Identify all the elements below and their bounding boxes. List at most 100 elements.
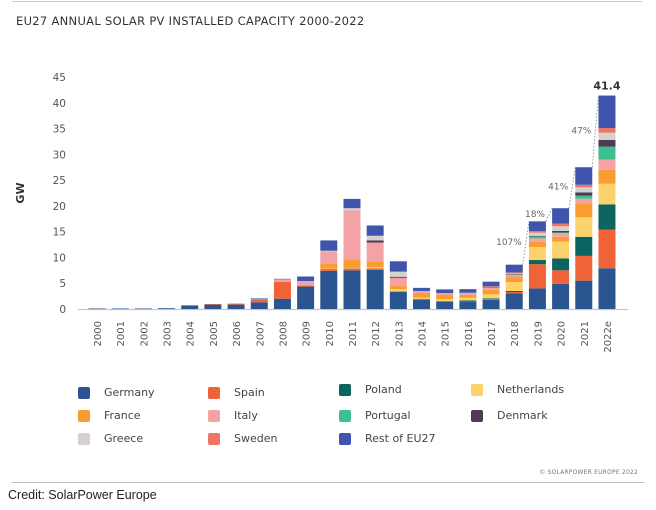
bar-stack bbox=[459, 289, 477, 309]
bar-segment-rest-of-eu27 bbox=[505, 264, 523, 273]
bar-segment-denmark bbox=[575, 192, 593, 196]
legend-swatch bbox=[208, 409, 220, 422]
growth-percent-label: 47% bbox=[571, 126, 591, 136]
x-tick-label: 2001 bbox=[116, 321, 127, 346]
bar-segment-denmark bbox=[528, 235, 546, 237]
bar-segment-netherlands bbox=[343, 268, 361, 269]
bar-stack bbox=[250, 298, 268, 309]
bar-segment-spain bbox=[366, 268, 384, 270]
bar-segment-spain bbox=[297, 286, 315, 287]
bar-segment-sweden bbox=[482, 286, 500, 287]
legend-label: Denmark bbox=[497, 409, 548, 422]
bar-segment-poland bbox=[482, 298, 500, 300]
x-tick-label: 2005 bbox=[209, 321, 220, 346]
bar-stack bbox=[158, 308, 176, 309]
bar-segment-france bbox=[505, 277, 523, 283]
bar-segment-germany bbox=[250, 302, 268, 309]
bar-segment-sweden bbox=[575, 184, 593, 188]
bar-segment-netherlands bbox=[389, 289, 407, 292]
bar-segment-france bbox=[366, 261, 384, 268]
bar-segment-germany bbox=[436, 301, 454, 309]
legend-swatch bbox=[208, 432, 220, 445]
legend-swatch bbox=[339, 432, 351, 445]
bar-segment-france bbox=[436, 294, 454, 300]
bar-stack bbox=[297, 276, 315, 309]
bar-stack bbox=[505, 264, 523, 309]
y-axis: GW 0 5 10 15 20 25 30 35 40 45 bbox=[14, 72, 628, 316]
bar-segment-greece bbox=[366, 235, 384, 241]
bar-stack bbox=[389, 261, 407, 309]
bar-segment-germany bbox=[413, 299, 431, 309]
x-tick-label: 2018 bbox=[510, 321, 521, 346]
bar-segment-spain bbox=[227, 303, 245, 305]
bar-stack bbox=[320, 240, 338, 309]
bar-segment-poland bbox=[505, 290, 523, 292]
bar-segment-greece bbox=[320, 250, 338, 252]
legend-item-poland: Poland bbox=[339, 383, 402, 396]
legend-item-spain: Spain bbox=[208, 386, 265, 399]
credit-text: Credit: SolarPower Europe bbox=[8, 488, 157, 502]
bar-segment-france bbox=[413, 293, 431, 298]
bar-segment-france bbox=[297, 285, 315, 287]
legend-item-netherlands: Netherlands bbox=[471, 383, 564, 396]
bar-stack bbox=[181, 305, 199, 309]
bar-segment-france bbox=[320, 263, 338, 269]
bar-segment-netherlands bbox=[413, 297, 431, 300]
bar-segment-denmark bbox=[598, 139, 616, 147]
legend-label: Italy bbox=[234, 409, 258, 422]
legend-swatch bbox=[78, 432, 90, 445]
x-tick-label: 2017 bbox=[487, 321, 498, 346]
legend-label: Sweden bbox=[234, 432, 278, 445]
bar-segment-netherlands bbox=[552, 241, 570, 259]
bar-stack bbox=[598, 95, 616, 309]
growth-percent-label: 41% bbox=[548, 183, 568, 193]
legend-label: Netherlands bbox=[497, 383, 565, 396]
bar-segment-portugal bbox=[505, 274, 523, 275]
y-axis-label: GW bbox=[14, 182, 27, 203]
bar-segment-portugal bbox=[575, 195, 593, 199]
bar-segment-germany bbox=[389, 291, 407, 309]
bar-segment-rest-of-eu27 bbox=[575, 167, 593, 185]
bar-segment-denmark bbox=[389, 276, 407, 278]
bar-segment-greece bbox=[389, 271, 407, 277]
bar-segment-italy bbox=[366, 242, 384, 262]
y-tick-label: 0 bbox=[59, 304, 66, 316]
bar-segment-spain bbox=[482, 298, 500, 300]
bar-segment-spain bbox=[552, 270, 570, 284]
bar-stack bbox=[134, 308, 152, 310]
bottom-divider bbox=[12, 482, 644, 483]
growth-percent-label: 107% bbox=[496, 238, 522, 248]
bar-segment-netherlands bbox=[436, 299, 454, 302]
bar-segment-poland bbox=[552, 258, 570, 271]
legend-item-denmark: Denmark bbox=[471, 409, 548, 422]
legend-swatch bbox=[471, 383, 483, 396]
growth-connector-line bbox=[591, 95, 599, 168]
legend-swatch bbox=[471, 409, 483, 422]
legend-item-france: France bbox=[78, 409, 141, 422]
bar-segment-france bbox=[389, 286, 407, 290]
x-tick-label: 2009 bbox=[302, 321, 313, 346]
bars bbox=[88, 95, 616, 310]
total-value-label: 41.4 bbox=[593, 80, 620, 93]
bar-segment-poland bbox=[528, 260, 546, 265]
bar-segment-germany bbox=[88, 308, 106, 310]
bar-segment-germany bbox=[181, 305, 199, 309]
bar-stack bbox=[343, 198, 361, 309]
y-tick-label: 15 bbox=[53, 227, 66, 239]
y-tick-label: 25 bbox=[53, 175, 66, 187]
bar-segment-greece bbox=[505, 273, 523, 274]
bar-segment-italy bbox=[598, 159, 616, 170]
legend-label: Rest of EU27 bbox=[365, 432, 436, 445]
bar-segment-spain bbox=[459, 301, 477, 302]
bar-stack bbox=[273, 278, 291, 309]
bar-segment-spain bbox=[505, 291, 523, 294]
bar-segment-germany bbox=[297, 286, 315, 309]
copyright-note: © SOLARPOWER EUROPE 2022 bbox=[539, 469, 638, 476]
bar-segment-germany bbox=[366, 269, 384, 309]
bar-segment-greece bbox=[575, 187, 593, 193]
bar-segment-spain bbox=[598, 229, 616, 269]
bar-segment-netherlands bbox=[505, 282, 523, 291]
bar-segment-spain bbox=[575, 255, 593, 281]
bar-segment-sweden bbox=[505, 272, 523, 274]
top-divider bbox=[12, 1, 642, 2]
